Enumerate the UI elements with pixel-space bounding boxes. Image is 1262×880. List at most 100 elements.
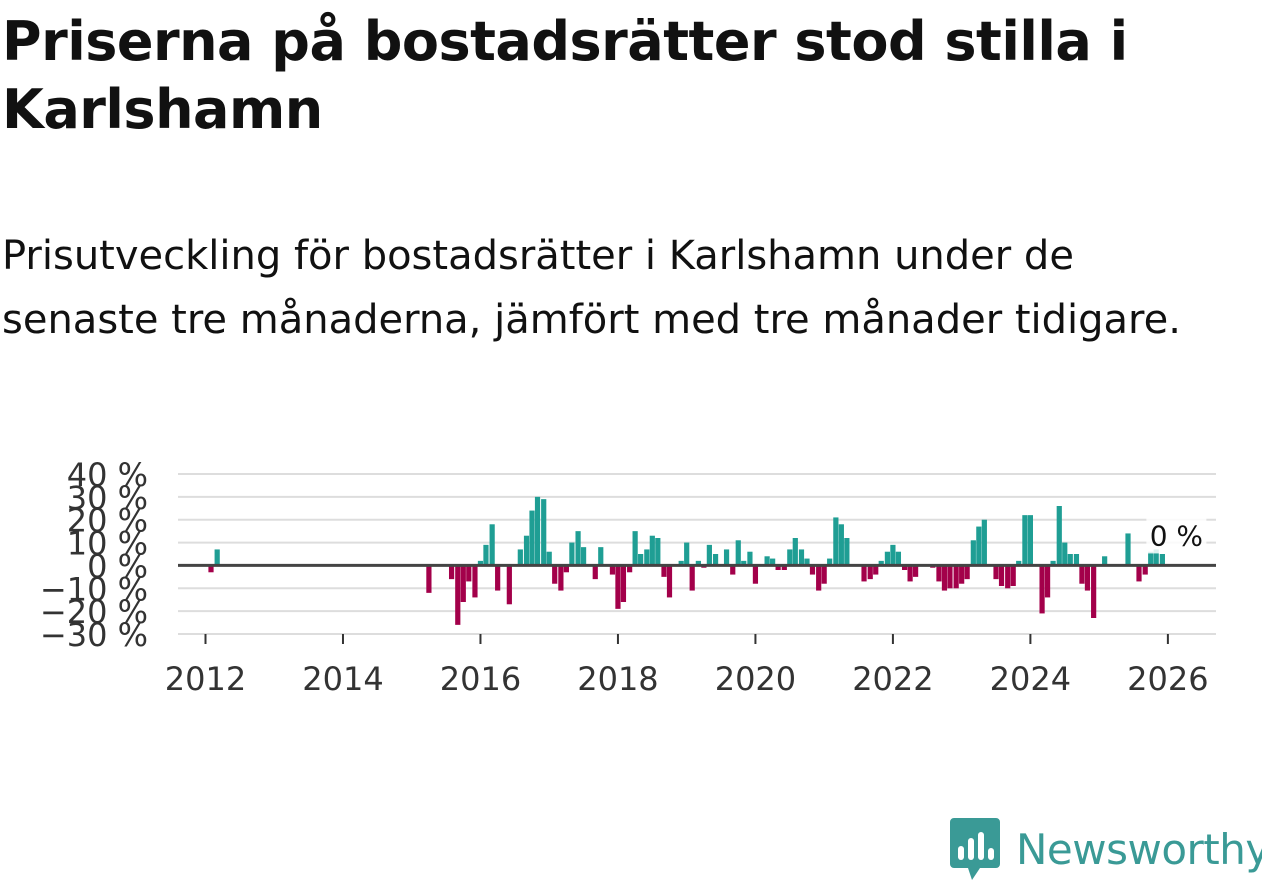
bar [838, 524, 844, 566]
bar [580, 547, 587, 566]
newsworthy-logo-icon [950, 818, 1000, 880]
bar-chart: 40 %30 %20 %10 %0 %−10 %−20 %−30 % 2012 2… [40, 456, 1216, 698]
bar [1039, 565, 1045, 614]
x-tick-label: 2026 [1127, 660, 1208, 698]
bar [798, 549, 805, 566]
bar [804, 558, 810, 566]
x-tick-label: 2018 [577, 660, 658, 698]
bar [947, 565, 953, 589]
y-tick-label: 30 % [67, 479, 148, 517]
bar [546, 551, 552, 566]
bar [936, 565, 942, 582]
bar [592, 565, 598, 580]
bar [1136, 565, 1142, 582]
bar [472, 565, 478, 598]
bar [678, 560, 684, 566]
bar [884, 551, 891, 566]
y-tick-label: −10 % [40, 570, 148, 608]
bar [976, 526, 982, 566]
bar [844, 538, 850, 566]
bar [861, 565, 867, 582]
bar [1027, 515, 1033, 566]
bar [208, 565, 214, 573]
bar [1067, 554, 1073, 566]
bar [723, 549, 730, 566]
bar [1153, 549, 1159, 566]
bar [970, 540, 976, 566]
x-tick-label: 2024 [990, 660, 1071, 698]
brand-name: Newsworthy [1016, 824, 1262, 874]
bar [735, 540, 741, 566]
bar [833, 517, 839, 566]
bars [208, 496, 1165, 625]
latest-value-label: 0 % [1150, 519, 1203, 552]
bar [523, 535, 530, 566]
y-tick-label: −20 % [40, 593, 148, 631]
bar [993, 565, 999, 580]
bar [867, 565, 873, 580]
bar [1125, 533, 1131, 566]
bar [506, 565, 512, 605]
chart-subtitle: Prisutveckling för bostadsrätter i Karls… [2, 233, 1181, 343]
bar [541, 499, 547, 566]
bar [575, 531, 581, 566]
bar [598, 547, 604, 566]
bar [649, 535, 655, 566]
bar [1010, 565, 1016, 586]
bar [752, 565, 759, 584]
bar [953, 565, 959, 589]
bar [1005, 565, 1011, 589]
y-tick-label: 10 % [67, 525, 148, 563]
bar [517, 549, 523, 566]
bar [1102, 556, 1108, 566]
bar [792, 538, 798, 566]
bar [632, 531, 638, 566]
bar [684, 542, 690, 566]
y-tick-label: −30 % [40, 616, 148, 654]
bar [569, 542, 575, 566]
y-axis: 40 %30 %20 %10 %0 %−10 %−20 %−30 % [40, 456, 148, 654]
bar [534, 496, 541, 566]
bar [466, 565, 472, 582]
bar [495, 565, 501, 591]
bar [1091, 565, 1097, 618]
bar [781, 565, 787, 570]
bar [489, 524, 495, 566]
bar [1073, 554, 1080, 566]
bar [873, 565, 879, 575]
bar [1050, 560, 1056, 566]
bar [821, 565, 827, 584]
bar [913, 565, 919, 577]
bar [1148, 551, 1154, 566]
bar [964, 565, 970, 580]
bar [1022, 515, 1028, 566]
bar [878, 560, 884, 566]
x-tick-label: 2022 [852, 660, 933, 698]
bar [448, 565, 455, 580]
bar [809, 565, 816, 575]
bar [890, 544, 896, 566]
bar [764, 556, 770, 566]
chart-title: Priserna på bostadsrätter stod stilla i … [2, 10, 1128, 141]
bar [644, 549, 650, 566]
bar [741, 560, 747, 566]
newsworthy-logo: Newsworthy [950, 818, 1262, 880]
bar [1142, 565, 1148, 575]
x-tick-label: 2014 [302, 660, 383, 698]
x-axis: 2012 2014 2016 2018 2020 2022 2024 2026 [165, 634, 1209, 698]
bar [1084, 565, 1091, 591]
bar [998, 565, 1005, 586]
bar [712, 554, 719, 566]
bar [620, 565, 627, 602]
bar [695, 560, 701, 566]
bar [775, 565, 781, 570]
bar [1044, 565, 1051, 598]
bar [609, 565, 616, 575]
annotation: 0 % [1146, 517, 1207, 554]
bar [1062, 542, 1068, 566]
bar [895, 551, 902, 566]
bar [827, 558, 833, 566]
y-tick-label: 40 % [67, 456, 148, 494]
bar [902, 565, 908, 570]
bar [477, 560, 484, 566]
